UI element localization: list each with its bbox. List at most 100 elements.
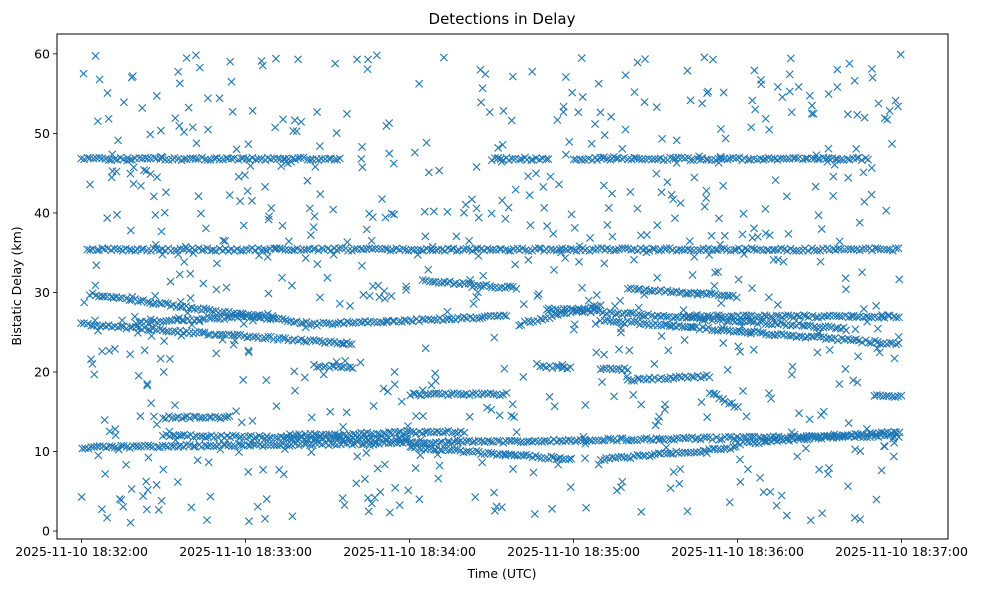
data-point — [629, 436, 638, 445]
data-point — [188, 123, 197, 132]
data-point — [788, 362, 797, 371]
data-point — [703, 413, 712, 422]
data-point — [616, 434, 625, 443]
data-point — [129, 179, 138, 188]
data-point — [394, 317, 403, 326]
data-point — [105, 346, 114, 355]
data-point — [105, 427, 114, 436]
data-point — [760, 437, 769, 446]
data-point — [786, 54, 795, 63]
data-point — [346, 301, 355, 310]
data-point — [766, 487, 775, 496]
data-point — [387, 291, 396, 300]
data-point — [633, 285, 642, 294]
data-point — [710, 389, 719, 398]
data-point — [593, 244, 602, 253]
data-point — [212, 330, 221, 339]
data-point — [803, 321, 812, 330]
data-point — [192, 432, 201, 441]
data-point — [816, 257, 825, 266]
data-point — [98, 347, 107, 356]
data-point — [339, 438, 348, 447]
data-point — [418, 276, 427, 285]
data-point — [777, 244, 786, 253]
data-point — [336, 339, 345, 348]
data-point — [269, 154, 278, 163]
data-point — [420, 207, 429, 216]
data-point — [119, 98, 128, 107]
data-point — [720, 444, 729, 453]
data-point — [717, 299, 726, 308]
data-point — [836, 155, 845, 164]
data-point — [424, 168, 433, 177]
data-point — [655, 434, 664, 443]
data-point — [182, 440, 191, 449]
data-point — [835, 380, 844, 389]
data-point — [209, 246, 218, 255]
data-point — [575, 242, 584, 251]
data-point — [805, 415, 814, 424]
data-point — [747, 123, 756, 132]
data-point — [171, 435, 180, 444]
data-point — [222, 283, 231, 292]
data-point — [771, 176, 780, 185]
data-point — [504, 246, 513, 255]
data-point — [316, 293, 324, 302]
data-point — [740, 250, 748, 259]
data-point — [341, 356, 350, 365]
data-point — [689, 156, 698, 165]
data-point — [418, 315, 427, 324]
data-point — [567, 210, 576, 219]
data-point — [565, 137, 574, 146]
data-point — [789, 246, 798, 255]
data-point — [416, 451, 425, 460]
data-point — [637, 400, 646, 409]
data-point — [227, 442, 236, 451]
data-point — [103, 513, 112, 522]
data-point — [149, 412, 158, 421]
data-point — [754, 312, 763, 321]
data-point — [452, 246, 461, 255]
data-point — [863, 317, 872, 326]
data-point — [378, 195, 387, 204]
data-point — [725, 498, 734, 507]
data-point — [473, 288, 482, 297]
data-point — [556, 248, 565, 257]
data-point — [156, 126, 165, 135]
data-point — [633, 58, 642, 67]
data-point — [307, 448, 316, 457]
data-point — [210, 154, 219, 163]
data-point — [385, 149, 394, 158]
data-point — [794, 82, 803, 91]
data-point — [152, 420, 161, 429]
data-point — [261, 182, 270, 191]
data-point — [738, 387, 747, 396]
data-point — [751, 312, 760, 321]
data-point — [186, 269, 195, 278]
data-point — [784, 311, 793, 320]
data-point — [452, 232, 461, 241]
data-point — [283, 317, 292, 326]
data-point — [853, 378, 862, 387]
data-point — [707, 156, 716, 165]
data-point — [826, 432, 835, 441]
data-point — [582, 503, 591, 512]
data-point — [650, 373, 659, 382]
data-point — [159, 413, 168, 422]
data-point — [371, 244, 380, 253]
data-point — [664, 346, 673, 355]
data-point — [730, 246, 739, 255]
data-point — [127, 485, 136, 493]
data-point — [864, 338, 873, 347]
data-point — [637, 155, 646, 164]
data-point — [683, 289, 692, 298]
data-point — [248, 106, 257, 115]
data-point — [265, 212, 274, 221]
data-point — [730, 402, 739, 411]
data-point — [94, 451, 103, 460]
data-point — [156, 317, 165, 326]
data-point — [760, 311, 769, 320]
data-point — [243, 187, 252, 196]
data-point — [288, 435, 297, 444]
data-point — [204, 125, 212, 134]
